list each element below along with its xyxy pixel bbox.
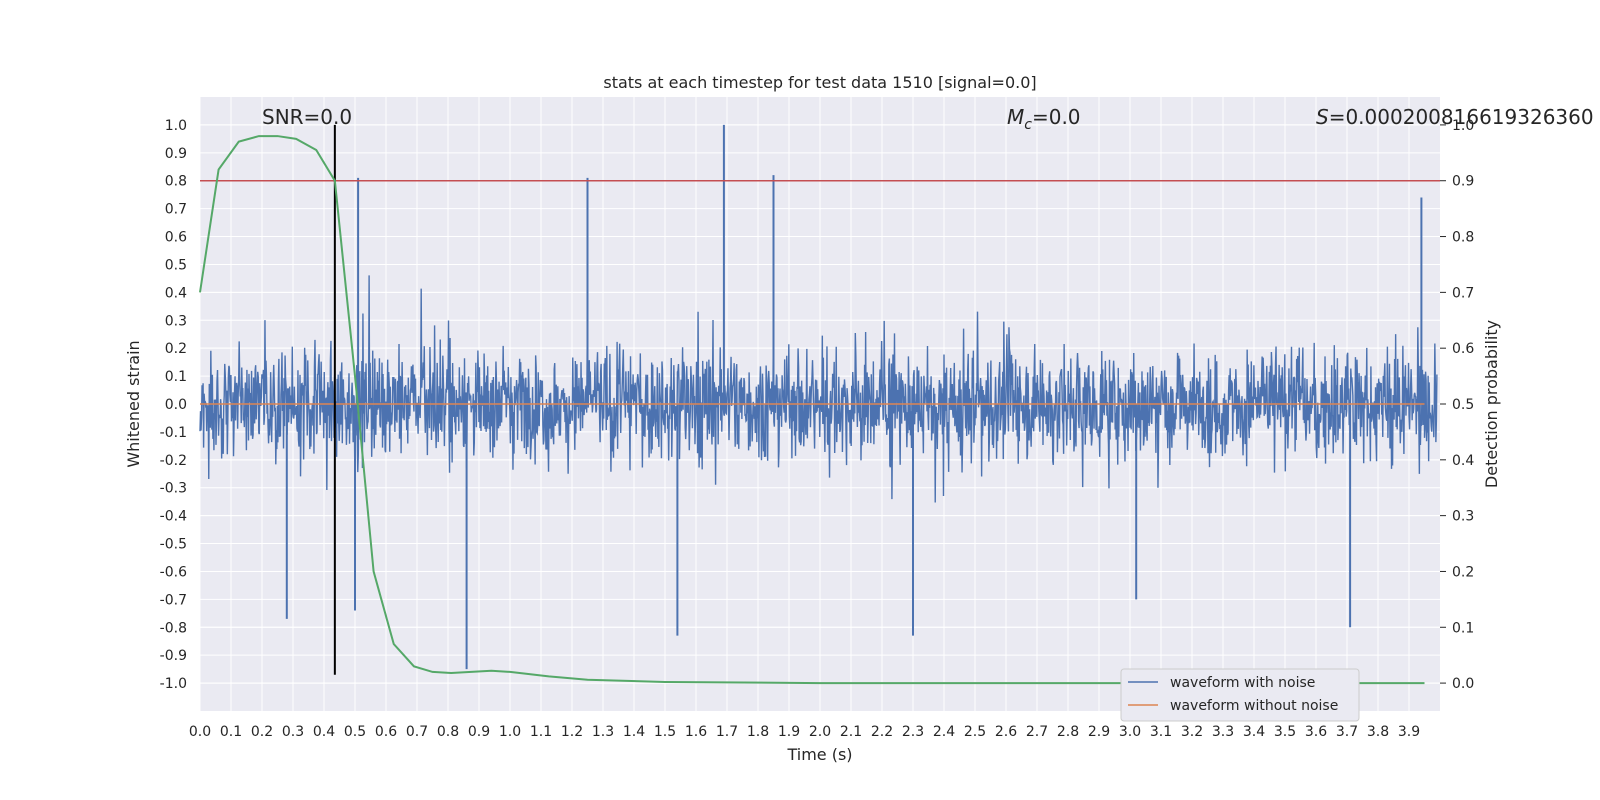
x-tick-label: 1.8 — [747, 724, 769, 740]
x-tick-label: 3.4 — [1243, 724, 1265, 740]
x-tick-label: 2.0 — [809, 724, 831, 740]
chirp-mass-symbol: M — [1007, 105, 1024, 129]
y-tick-label: 1.0 — [165, 118, 187, 134]
y-tick-label: 0.9 — [165, 146, 187, 162]
s-value: =0.000200816619326360 — [1329, 105, 1594, 129]
legend-box — [1120, 668, 1360, 722]
y-tick-label: 0.7 — [165, 202, 187, 218]
s-annotation: S=0.000200816619326360 — [1316, 105, 1594, 129]
x-axis-label: Time (s) — [786, 745, 852, 764]
s-symbol: S — [1316, 105, 1329, 129]
y-tick-label: 0.3 — [165, 313, 187, 329]
x-tick-label: 1.2 — [561, 724, 583, 740]
x-tick-label: 3.2 — [1181, 724, 1203, 740]
series-waveform-with-noise — [199, 124, 1438, 670]
x-tick-label: 3.7 — [1336, 724, 1358, 740]
x-tick-label: 0.9 — [468, 724, 490, 740]
x-tick-label: 0.5 — [344, 724, 366, 740]
y-tick-labels: 1.0 0.9 0.8 0.7 0.6 0.5 0.4 0.3 0.2 0.1 0.0 -0.1 -0.… — [160, 118, 187, 692]
y-tick-label: -0.2 — [160, 453, 187, 469]
legend-label-without-noise: waveform without noise — [1170, 698, 1338, 714]
x-tick-label: 2.8 — [1057, 724, 1079, 740]
y-tick-label: -0.4 — [160, 509, 187, 525]
y2-axis-label: Detection probability — [1482, 320, 1501, 488]
y-tick-label: 0.5 — [165, 257, 187, 273]
y2-tick-label: 0.6 — [1452, 341, 1474, 357]
legend: waveform with noise waveform without noi… — [1120, 668, 1360, 722]
y2-tick-labels: 1.0 0.9 0.8 0.7 0.6 0.5 0.4 0.3 0.2 0.1 0.0 — [1440, 118, 1474, 692]
y2-tick-label: 0.3 — [1452, 509, 1474, 525]
y-axis-label: Whitened strain — [124, 340, 143, 467]
x-tick-label: 0.7 — [406, 724, 428, 740]
y-tick-label: 0.1 — [165, 369, 187, 385]
x-tick-label: 0.8 — [437, 724, 459, 740]
x-tick-label: 1.5 — [654, 724, 676, 740]
noise-trace — [199, 275, 1438, 503]
y2-tick-label: 0.1 — [1452, 620, 1474, 636]
x-tick-label: 3.3 — [1212, 724, 1234, 740]
y2-tick-label: 0.4 — [1452, 453, 1474, 469]
x-tick-label: 0.6 — [375, 724, 397, 740]
x-tick-label: 0.1 — [220, 724, 242, 740]
chirp-mass-annotation: Mc=0.0 — [1007, 105, 1081, 133]
chirp-mass-subscript: c — [1024, 117, 1032, 133]
legend-label-with-noise: waveform with noise — [1170, 675, 1315, 691]
y2-tick-label: 0.5 — [1452, 397, 1474, 413]
y2-tick-label: 1.0 — [1452, 118, 1474, 134]
y2-tick-label: 0.8 — [1452, 230, 1474, 246]
x-tick-label: 2.2 — [871, 724, 893, 740]
y-tick-label: -0.1 — [160, 425, 187, 441]
y-tick-label: 0.2 — [165, 341, 187, 357]
x-tick-label: 2.5 — [964, 724, 986, 740]
y-tick-label: -0.9 — [160, 648, 187, 664]
y2-tick-label: 0.7 — [1452, 285, 1474, 301]
x-tick-label: 1.1 — [530, 724, 552, 740]
y-tick-label: -0.6 — [160, 564, 187, 580]
x-tick-label: 0.4 — [313, 724, 335, 740]
y-tick-label: 0.8 — [165, 174, 187, 190]
x-tick-label: 3.6 — [1305, 724, 1327, 740]
y-tick-label: -0.3 — [160, 481, 187, 497]
x-tick-label: 2.6 — [995, 724, 1017, 740]
y-tick-label: -0.8 — [160, 620, 187, 636]
x-tick-label: 2.7 — [1026, 724, 1048, 740]
x-tick-label: 1.4 — [623, 724, 645, 740]
x-tick-label: 3.5 — [1274, 724, 1296, 740]
x-tick-label: 1.9 — [778, 724, 800, 740]
x-tick-label: 3.1 — [1150, 724, 1172, 740]
x-tick-label: 2.4 — [933, 724, 955, 740]
x-tick-label: 2.3 — [902, 724, 924, 740]
y2-tick-label: 0.0 — [1452, 676, 1474, 692]
chart-title: stats at each timestep for test data 151… — [603, 73, 1036, 92]
x-tick-label: 1.7 — [716, 724, 738, 740]
x-tick-label: 3.8 — [1367, 724, 1389, 740]
x-tick-label: 3.9 — [1398, 724, 1420, 740]
x-tick-label: 3.0 — [1119, 724, 1141, 740]
y2-tick-label: 0.2 — [1452, 564, 1474, 580]
snr-annotation: SNR=0.0 — [262, 105, 352, 129]
y-tick-label: 0.4 — [165, 285, 187, 301]
series-overlays — [199, 124, 1440, 685]
x-tick-label: 1.0 — [499, 724, 521, 740]
y2-tick-label: 0.9 — [1452, 174, 1474, 190]
chirp-mass-value: =0.0 — [1032, 105, 1081, 129]
x-tick-label: 1.3 — [592, 724, 614, 740]
x-tick-label: 0.3 — [282, 724, 304, 740]
detection-probability-line — [199, 135, 1425, 685]
x-tick-label: 0.2 — [251, 724, 273, 740]
x-tick-label: 1.6 — [685, 724, 707, 740]
x-tick-labels: 0.0 0.1 0.2 0.3 0.4 0.5 0.6 0.7 0.8 0.9 1.0 1.1 1.2 1… — [189, 724, 1420, 740]
x-tick-label: 0.0 — [189, 724, 211, 740]
y-tick-label: -0.5 — [160, 537, 187, 553]
y-tick-label: 0.0 — [165, 397, 187, 413]
y-tick-label: -0.7 — [160, 592, 187, 608]
x-tick-label: 2.9 — [1088, 724, 1110, 740]
x-tick-label: 2.1 — [840, 724, 862, 740]
y-tick-label: 0.6 — [165, 230, 187, 246]
y-tick-label: -1.0 — [160, 676, 187, 692]
